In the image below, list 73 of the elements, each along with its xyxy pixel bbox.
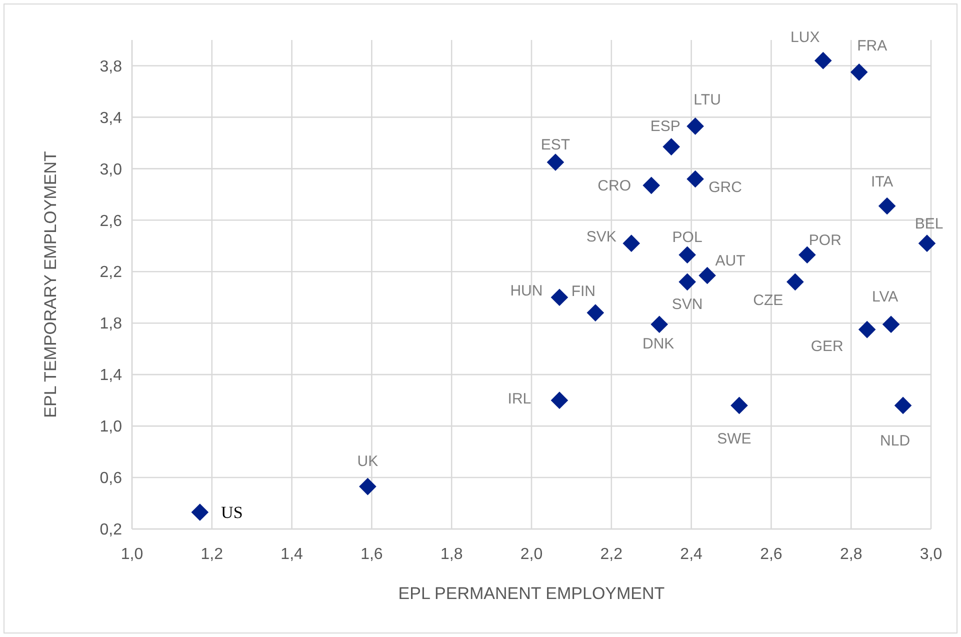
point [730,396,748,414]
x-tick-label: 1,6 [360,546,383,563]
annotation: SWE [717,430,752,448]
point [918,234,936,252]
x-tick-label: 1,0 [120,546,144,563]
point [882,316,900,334]
point [678,246,696,264]
y-tick-label: 0,2 [100,522,122,539]
y-axis-title: EPL TEMPORARY EMPLOYMENT [41,151,60,418]
y-tick-label: 1,8 [100,316,122,333]
x-tick-label: 3,0 [920,546,942,563]
point [894,396,912,414]
annotation: US [221,503,243,522]
point [359,478,376,496]
y-tick-label: 3,0 [100,161,122,178]
point [798,246,816,264]
annotation: CZE [753,292,784,310]
x-tick-label: 2,2 [600,546,623,563]
annotation: FRA [857,37,888,54]
annotation: EST [540,136,570,154]
point [814,52,832,70]
annotation: POL [672,229,702,246]
point [586,304,604,322]
point [550,288,568,306]
x-tick-label: 2,0 [520,546,543,563]
annotation: CRO [598,178,632,195]
y-tick-label: 0,6 [100,470,122,488]
annotation: LVA [872,288,898,306]
annotation: SVK [586,228,616,246]
annotation: FIN [571,283,596,300]
point [858,320,876,338]
annotation: DNK [642,336,674,353]
annotation: IRL [508,390,532,408]
point [662,138,680,156]
annotation: NLD [880,432,910,450]
y-tick-label: 1,0 [100,418,122,436]
x-tick-label: 2,4 [680,546,703,563]
point [698,266,716,284]
y-tick-label: 2,6 [100,212,122,230]
annotation: GRC [708,179,742,196]
annotation: UK [357,452,378,470]
annotation: BEL [914,216,944,233]
x-axis-title: EPL PERMANENT EMPLOYMENT [398,584,665,603]
y-tick-label: 3,4 [100,110,122,127]
annotation: LTU [694,91,721,108]
point [686,118,704,135]
point [850,64,868,81]
annotation: SVN [672,296,703,314]
y-tick-label: 2,2 [100,264,122,282]
x-tick-label: 2,8 [840,546,862,563]
annotation: LUX [790,28,820,46]
annotation: ITA [870,173,894,190]
point [678,273,696,291]
annotation: HUN [510,282,543,300]
annotation: GER [810,338,844,355]
point [686,170,704,188]
point [786,273,804,291]
x-tick-label: 1,2 [200,546,224,563]
point [650,316,668,334]
point [878,197,896,215]
annotation: AUT [715,252,746,270]
annotation: POR [808,232,842,250]
point [546,154,564,171]
x-tick-label: 1,4 [280,546,304,563]
x-tick-label: 2,6 [760,546,782,563]
y-tick-label: 1,4 [100,367,122,384]
point [622,234,640,252]
point [550,392,568,409]
annotation: ESP [650,118,680,136]
x-tick-label: 1,8 [440,546,463,563]
point [642,176,660,194]
y-tick-label: 3,8 [100,58,122,76]
point [191,504,209,521]
